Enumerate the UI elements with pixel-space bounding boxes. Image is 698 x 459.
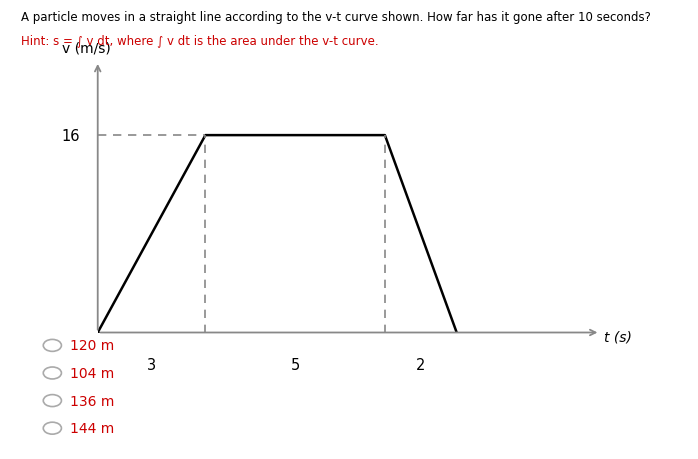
Text: A particle moves in a straight line according to the v-t curve shown. How far ha: A particle moves in a straight line acco… (21, 11, 651, 24)
Text: 136 m: 136 m (70, 394, 114, 408)
Text: Hint: s = ∫ v dt, where ∫ v dt is the area under the v-t curve.: Hint: s = ∫ v dt, where ∫ v dt is the ar… (21, 34, 378, 47)
Text: 3: 3 (147, 358, 156, 372)
Text: 120 m: 120 m (70, 339, 114, 353)
Text: v (m/s): v (m/s) (62, 42, 110, 56)
Text: 5: 5 (290, 358, 299, 372)
Text: 144 m: 144 m (70, 421, 114, 435)
Text: 2: 2 (416, 358, 426, 372)
Text: 104 m: 104 m (70, 366, 114, 380)
Text: t (s): t (s) (604, 330, 632, 343)
Text: 16: 16 (61, 129, 80, 143)
